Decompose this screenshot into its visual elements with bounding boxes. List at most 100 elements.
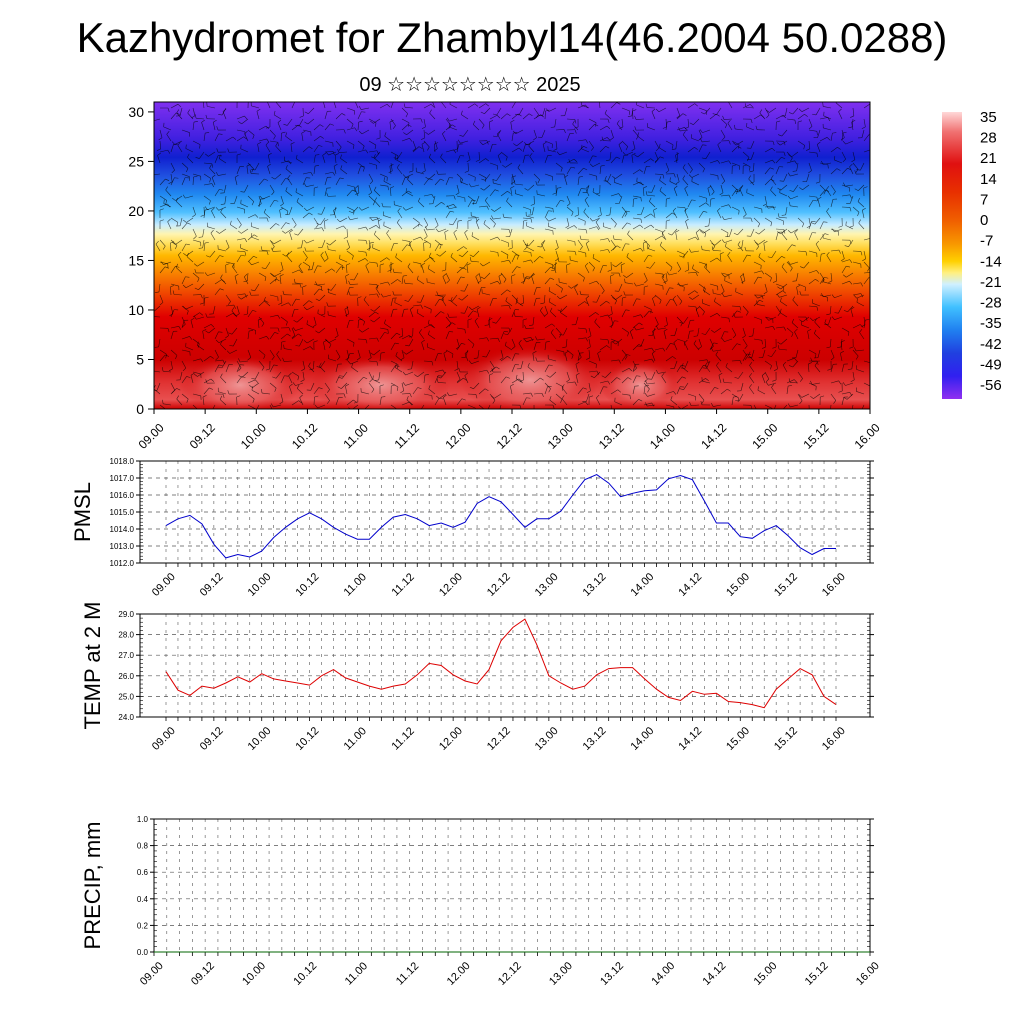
wind-barb bbox=[676, 365, 682, 373]
wind-barb-flag bbox=[345, 383, 350, 387]
wind-barb bbox=[584, 199, 590, 208]
wind-barb-flag bbox=[386, 104, 391, 108]
wind-barb bbox=[852, 261, 861, 265]
wind-barb-flag bbox=[672, 356, 676, 360]
wind-barb bbox=[654, 283, 663, 287]
wind-barb bbox=[665, 299, 671, 307]
wind-barb bbox=[445, 177, 450, 186]
wind-barb bbox=[475, 276, 480, 285]
wind-barb bbox=[723, 118, 733, 120]
wind-barb bbox=[324, 382, 330, 390]
wind-barb bbox=[386, 233, 392, 241]
wind-barb-flag bbox=[329, 344, 332, 349]
wind-barb-flag bbox=[403, 103, 406, 108]
wind-barb bbox=[571, 283, 579, 289]
wind-barb-flag bbox=[316, 366, 321, 368]
wind-barb bbox=[299, 397, 304, 406]
wind-barb bbox=[846, 393, 854, 400]
wind-barb bbox=[791, 151, 799, 158]
wind-barb-flag bbox=[749, 362, 753, 366]
wind-barb-flag bbox=[861, 126, 866, 130]
wind-barb bbox=[673, 188, 678, 197]
wind-barb bbox=[456, 360, 459, 369]
wind-barb bbox=[511, 353, 516, 362]
wind-barb bbox=[428, 388, 436, 395]
wind-barb-flag bbox=[323, 339, 328, 343]
wind-barb bbox=[505, 345, 513, 351]
wind-barb bbox=[181, 393, 189, 400]
wind-barb-flag bbox=[761, 340, 763, 345]
wind-barb-flag bbox=[187, 222, 192, 225]
wind-barb-flag bbox=[318, 145, 323, 147]
wind-barb bbox=[445, 322, 453, 329]
wind-barb bbox=[159, 140, 162, 149]
wind-barb bbox=[384, 135, 392, 142]
wind-barb bbox=[489, 366, 497, 373]
wind-barb-flag bbox=[612, 175, 616, 179]
wind-barb-flag bbox=[659, 176, 662, 181]
wind-barb bbox=[852, 324, 861, 329]
wind-barb-flag bbox=[446, 392, 450, 396]
wind-barb-flag bbox=[402, 207, 406, 211]
wind-barb bbox=[154, 370, 161, 373]
wind-barb bbox=[632, 169, 640, 175]
wind-barb bbox=[449, 118, 458, 122]
wind-barb bbox=[185, 283, 194, 289]
wind-barb-flag bbox=[304, 121, 308, 125]
wind-barb-flag bbox=[253, 255, 258, 259]
wind-barb bbox=[577, 327, 586, 330]
wind-barb-flag bbox=[666, 197, 671, 200]
wind-barb bbox=[412, 304, 421, 307]
wind-barb-flag bbox=[162, 399, 164, 404]
wind-barb-flag bbox=[651, 108, 656, 112]
wind-barb-flag bbox=[295, 188, 297, 193]
wind-barb-flag bbox=[506, 254, 509, 259]
wind-barb-flag bbox=[267, 163, 271, 167]
wind-barb-flag bbox=[438, 243, 444, 246]
wind-barb-flag bbox=[809, 317, 814, 321]
x-tick-label: 12.00 bbox=[442, 420, 473, 451]
wind-barb bbox=[566, 349, 574, 356]
wind-barb bbox=[742, 353, 748, 362]
wind-barb-flag bbox=[855, 355, 859, 360]
wind-barb bbox=[225, 261, 234, 265]
wind-barb bbox=[225, 304, 234, 307]
wind-barb bbox=[401, 382, 405, 391]
wind-barb bbox=[577, 217, 586, 222]
wind-barb bbox=[581, 148, 590, 153]
x-tick-label: 16.00 bbox=[852, 420, 883, 451]
wind-barb bbox=[284, 160, 293, 164]
wind-barb-flag bbox=[714, 297, 716, 302]
wind-barb-flag bbox=[220, 274, 223, 279]
wind-barb bbox=[406, 399, 414, 406]
wind-barb-flag bbox=[810, 395, 814, 399]
wind-barb-flag bbox=[403, 275, 408, 277]
wind-barb-flag bbox=[759, 299, 764, 303]
wind-barb bbox=[731, 206, 740, 211]
wind-barb bbox=[306, 206, 315, 212]
wind-barb-flag bbox=[383, 177, 385, 182]
wind-barb bbox=[588, 327, 592, 336]
wind-barb-flag bbox=[168, 181, 173, 184]
wind-barb-flag bbox=[279, 401, 284, 405]
wind-barb-flag bbox=[182, 305, 186, 310]
wind-barb-flag bbox=[761, 270, 765, 275]
wind-barb bbox=[599, 238, 608, 241]
wind-barb bbox=[830, 380, 839, 384]
wind-barb bbox=[456, 371, 461, 380]
wind-barb bbox=[808, 221, 812, 230]
wind-barb bbox=[614, 401, 623, 406]
wind-barb bbox=[834, 294, 843, 299]
wind-barb bbox=[449, 103, 458, 109]
wind-barb bbox=[659, 245, 667, 252]
wind-barb bbox=[841, 259, 850, 263]
wind-barb bbox=[478, 158, 486, 164]
wind-barb bbox=[291, 400, 299, 406]
wind-barb-flag bbox=[872, 238, 874, 241]
wind-barb-flag bbox=[319, 124, 324, 127]
wind-barb bbox=[531, 276, 535, 285]
y-tick-label: 1018.0 bbox=[110, 457, 135, 466]
wind-barb bbox=[288, 375, 293, 384]
wind-barb-flag bbox=[706, 359, 710, 364]
wind-barb bbox=[207, 226, 216, 230]
